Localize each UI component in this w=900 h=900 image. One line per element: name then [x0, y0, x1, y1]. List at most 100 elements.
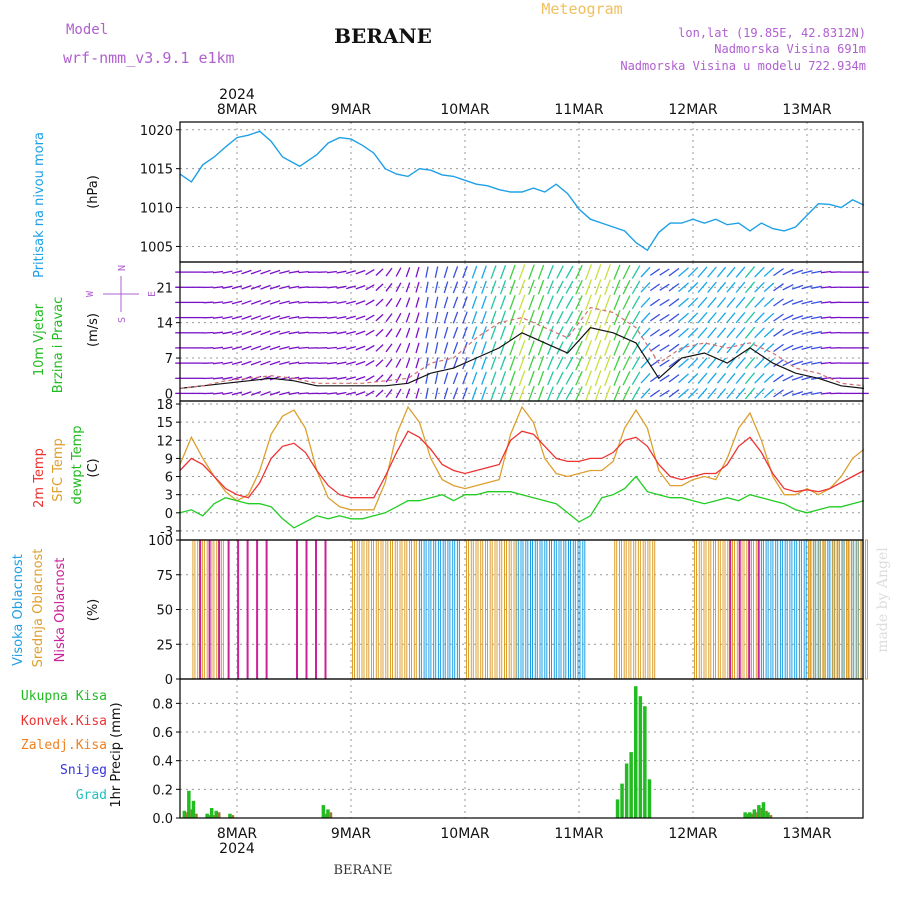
mid-cloud-bar: [741, 539, 745, 680]
wind-arrow: [375, 298, 384, 307]
wind-arrow: [443, 326, 449, 339]
wind-arrow: [405, 358, 411, 369]
wind-arrow: [222, 376, 233, 380]
wind-arrow: [697, 327, 708, 339]
wind-panel: 0 7 14 21: [156, 261, 869, 402]
panel-border: [179, 678, 864, 819]
high-cloud-bar: [577, 539, 581, 680]
wind-arrow: [811, 300, 822, 305]
wind-arrow: [537, 295, 545, 310]
wind-arrow: [250, 390, 262, 396]
y-tick-label: 75: [156, 569, 173, 584]
dewpt-series: [179, 475, 865, 529]
y-tick-label: 14: [156, 317, 173, 332]
wind-arrow: [231, 315, 243, 320]
wind-arrow: [288, 300, 300, 304]
wind-arrow: [640, 312, 651, 323]
wind-arrow: [509, 325, 516, 341]
precip-unit: 1hr Precip (mm): [109, 702, 124, 807]
wind-arrow: [443, 266, 449, 278]
wind-arrow: [528, 355, 535, 371]
wind-arrow: [584, 385, 593, 402]
wind-arrow: [212, 392, 224, 395]
wind-arrow: [801, 285, 813, 290]
precip-bar-ukupna: [228, 813, 232, 818]
wind-arrow: [269, 330, 281, 336]
y-tick-label: 21: [156, 281, 173, 296]
wind-arrow: [365, 269, 375, 276]
wind-arrow: [269, 391, 281, 396]
wind-arrow: [415, 281, 420, 293]
y-tick-label: 0.8: [152, 697, 173, 712]
wind-arrow: [791, 315, 804, 321]
compass-e: E: [147, 291, 158, 297]
high-cloud-bar: [433, 539, 437, 680]
wind-arrow: [250, 360, 262, 366]
wind-arrow: [279, 315, 290, 320]
wind-arrow: [537, 264, 545, 280]
wind-arrow: [222, 331, 233, 335]
wind-arrow: [791, 360, 804, 366]
wind-arrow: [830, 331, 841, 334]
wind-arrow: [425, 342, 429, 354]
legend-snijeg: Snijeg: [60, 763, 107, 778]
wind-arrow: [594, 324, 602, 341]
wind-arrow: [556, 341, 564, 355]
mid-cloud-bar: [404, 539, 408, 680]
wind-arrow: [668, 358, 680, 368]
wind-arrow: [773, 359, 784, 368]
wind-arrow: [556, 280, 564, 294]
wind-arrow: [678, 297, 689, 308]
wind-arrow: [395, 327, 402, 338]
wind-arrow: [518, 294, 526, 311]
wind-arrow: [631, 356, 641, 370]
wind-arrow: [481, 265, 487, 279]
wind-arrow: [499, 280, 507, 295]
wind-arrow: [212, 286, 224, 289]
mid-cloud-bar: [717, 539, 721, 680]
wind-arrow: [405, 327, 411, 338]
wind-arrow: [773, 313, 784, 322]
wind-arrow: [697, 311, 708, 324]
wind-arrow: [726, 342, 736, 354]
wind-arrow: [462, 387, 468, 400]
wind-arrow: [425, 387, 429, 400]
precip-bar-ukupna: [761, 802, 766, 818]
wind-arrow: [801, 376, 813, 381]
wind-arrow: [346, 330, 356, 335]
wind-arrow: [298, 270, 309, 274]
wind-arrow: [405, 267, 411, 278]
wind-arrow: [317, 331, 328, 334]
legend-grad: Grad: [76, 788, 107, 803]
wind-arrow: [288, 270, 300, 274]
wind-arrow: [298, 361, 309, 365]
wind-arrow: [385, 373, 393, 383]
cloud-mid-label: Srednja Oblacnost: [31, 549, 46, 668]
wind-arrow: [269, 269, 281, 275]
wind-arrow: [791, 269, 804, 275]
legend-konvek: Konvek.Kisa: [21, 714, 107, 729]
wind-arrow: [279, 361, 290, 366]
wind-arrow: [547, 356, 554, 371]
wind-arrow: [622, 295, 631, 310]
wind-arrow: [707, 296, 717, 309]
wind-arrow: [471, 265, 478, 279]
wind-arrow: [434, 387, 439, 400]
wind-arrow: [782, 359, 794, 367]
bottom-day-labels: 8MAR 9MAR 10MAR 11MAR 12MAR 13MAR: [217, 826, 832, 842]
top-day-label: 12MAR: [668, 102, 717, 118]
bottom-year-label: 2024: [219, 841, 255, 857]
wind-arrow: [241, 269, 252, 275]
wind-arrow: [763, 267, 775, 277]
wind-arrow: [575, 264, 583, 280]
wind-arrow: [622, 371, 631, 386]
wind-arrow: [298, 392, 309, 395]
wind-arrow: [452, 372, 459, 385]
precip-bar-ukupna: [647, 779, 652, 818]
wind-arrow: [509, 294, 516, 310]
wind-arrow: [640, 266, 651, 278]
watermark: made by Angel: [875, 547, 891, 653]
wind-arrow: [735, 296, 746, 309]
wind-arrow: [395, 267, 402, 277]
wind-arrow: [649, 298, 661, 307]
